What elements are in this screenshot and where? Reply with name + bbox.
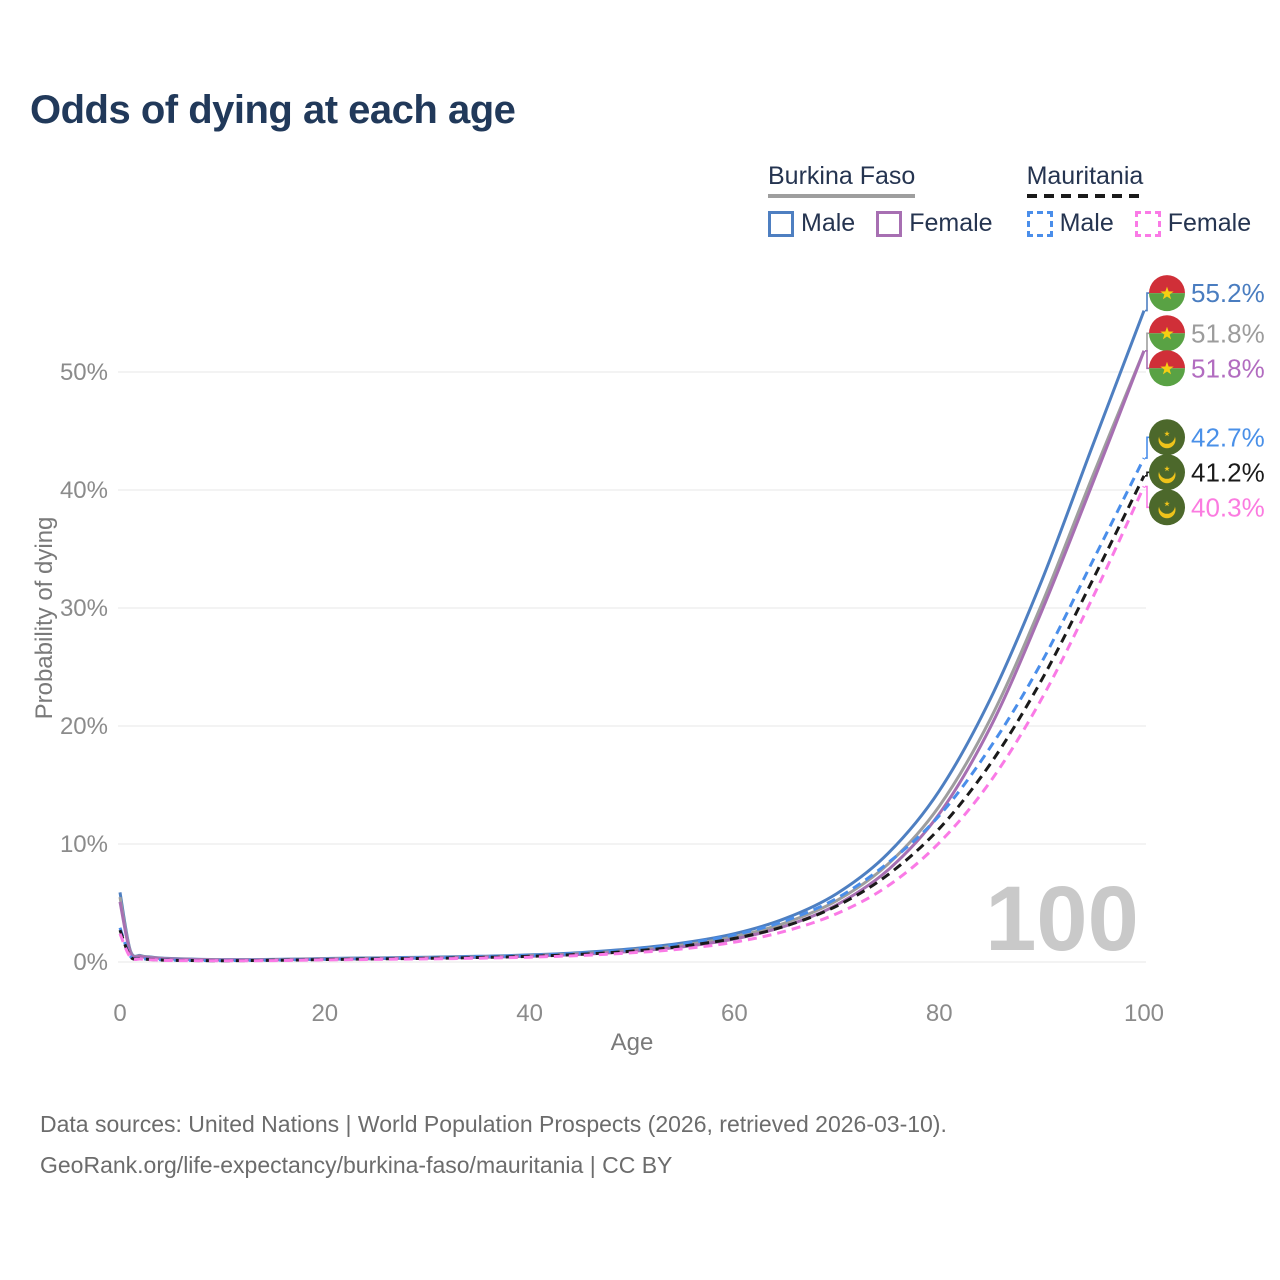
flag-mauritania-icon [1149, 454, 1185, 491]
line-mauritania-female[interactable] [118, 485, 1146, 963]
end-value-label: 55.2% [1191, 278, 1265, 308]
x-tick-label: 0 [113, 1000, 126, 1027]
legend-item-burkina-faso-male[interactable]: Male [768, 209, 855, 238]
legend-item-label: Male [801, 209, 856, 237]
legend-item-label: Female [909, 209, 993, 237]
y-tick-label: 0% [73, 949, 108, 976]
legend-group-title: Burkina Faso [768, 162, 916, 190]
y-tick-label: 40% [60, 477, 108, 504]
end-label-connector [1145, 471, 1149, 477]
legend-item-label: Male [1059, 209, 1114, 237]
star-shape [1160, 286, 1174, 300]
flag-burkina-faso-icon [1149, 275, 1185, 312]
legend-item-mauritania-female[interactable]: Female [1134, 209, 1252, 238]
footer: Data sources: United Nations | World Pop… [40, 1104, 947, 1186]
star-shape [1164, 465, 1170, 472]
legend-group-mauritania: Mauritania Male Female [1026, 162, 1252, 238]
page-title: Odds of dying at each age [30, 88, 516, 132]
dashed-line-swatch-icon [1026, 194, 1144, 198]
star-shape [1164, 430, 1170, 437]
flag-burkina-faso-icon [1149, 350, 1185, 387]
y-tick-label: 20% [60, 713, 108, 740]
star-shape [1164, 500, 1170, 507]
line-burkina-faso-male[interactable] [118, 310, 1146, 962]
hover-age-watermark: 100 [985, 868, 1139, 970]
x-tick-label: 80 [926, 1000, 953, 1027]
female-solid-swatch-icon [876, 210, 903, 237]
footer-attribution: GeoRank.org/life-expectancy/burkina-faso… [40, 1152, 673, 1178]
x-tick-label: 40 [516, 1000, 543, 1027]
legend-item-label: Female [1167, 209, 1252, 237]
solid-line-swatch-icon [768, 194, 916, 198]
y-axis-title: Probability of dying [31, 517, 58, 720]
star-shape [1160, 361, 1174, 375]
x-axis-title: Age [611, 1029, 654, 1056]
end-label-connector [1145, 485, 1149, 509]
x-tick-label: 20 [311, 1000, 338, 1027]
star-shape [1160, 326, 1174, 340]
flag-mauritania-icon [1149, 489, 1185, 526]
end-value-label: 51.8% [1191, 353, 1265, 383]
end-value-label: 40.3% [1191, 492, 1265, 522]
y-tick-label: 50% [60, 359, 108, 386]
male-solid-swatch-icon [768, 210, 794, 237]
end-label-connector [1145, 332, 1149, 352]
footer-data-sources: Data sources: United Nations | World Pop… [40, 1111, 947, 1137]
end-value-label: 42.7% [1191, 422, 1265, 452]
legend-group-header: Burkina Faso [768, 162, 916, 209]
x-tick-label: 60 [721, 1000, 748, 1027]
end-label-connector [1145, 436, 1149, 459]
y-tick-label: 10% [60, 831, 108, 858]
legend-item-burkina-faso-female[interactable]: Female [876, 209, 993, 238]
flag-mauritania-icon [1149, 419, 1185, 456]
legend-group-burkina-faso: Burkina Faso Male Female [768, 162, 993, 238]
x-tick-label: 100 [1124, 1000, 1164, 1027]
end-value-label: 51.8% [1191, 318, 1265, 348]
legend-group-title: Mauritania [1026, 162, 1144, 190]
legend-items: Male Female [1026, 209, 1252, 238]
legend: Burkina Faso Male Female Mauritania [768, 162, 1251, 238]
legend-group-header: Mauritania [1026, 162, 1144, 209]
end-label-connector [1145, 292, 1149, 312]
female-dashed-swatch-icon [1134, 210, 1161, 237]
y-tick-label: 30% [60, 595, 108, 622]
male-dashed-swatch-icon [1026, 210, 1053, 237]
end-value-label: 41.2% [1191, 457, 1265, 487]
legend-items: Male Female [768, 209, 993, 238]
end-label-connector [1145, 350, 1149, 370]
legend-item-mauritania-male[interactable]: Male [1026, 209, 1114, 238]
flag-burkina-faso-icon [1149, 315, 1185, 352]
